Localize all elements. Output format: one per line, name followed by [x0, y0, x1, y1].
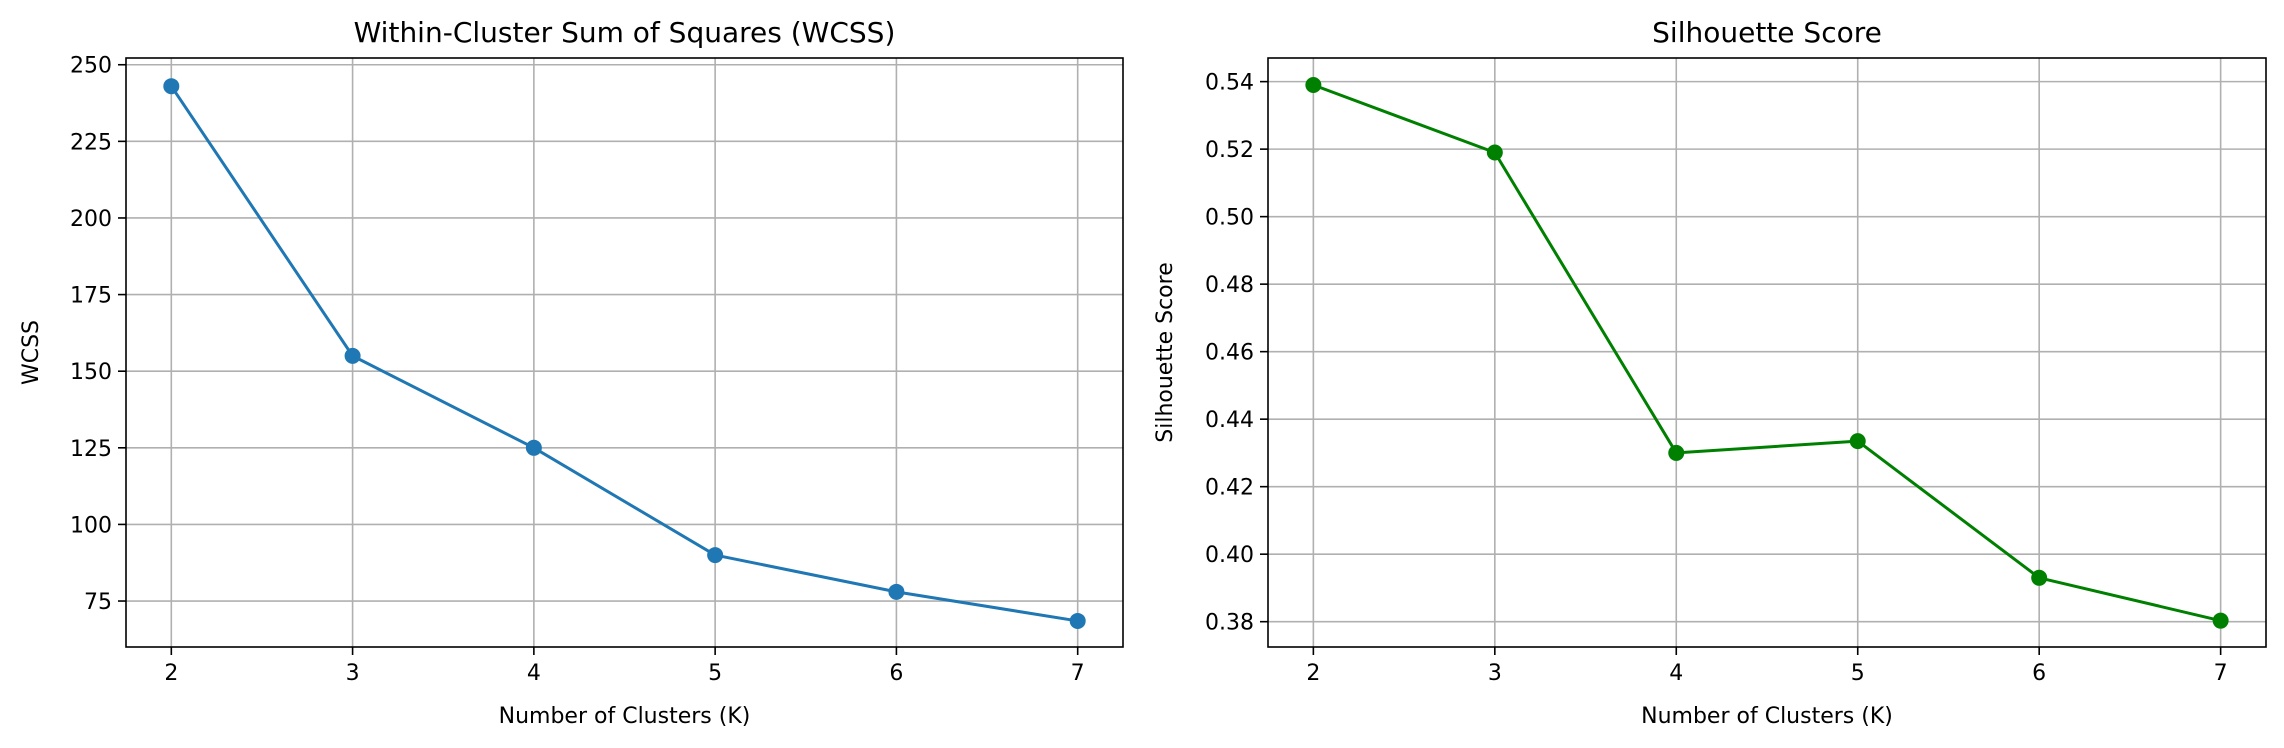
y-tick-label: 0.50	[1205, 206, 1254, 231]
y-tick-label: 0.54	[1205, 71, 1254, 96]
grid	[126, 58, 1123, 647]
y-tick-label: 150	[70, 360, 112, 385]
x-tick-label: 5	[1851, 661, 1865, 686]
x-axis-label: Number of Clusters (K)	[1641, 704, 1893, 729]
data-point	[163, 78, 180, 95]
y-tick-label: 0.48	[1205, 273, 1254, 298]
chart-title: Within-Cluster Sum of Squares (WCSS)	[354, 16, 896, 49]
x-tick-label: 7	[1071, 661, 1085, 686]
y-axis-label: WCSS	[19, 320, 44, 385]
x-tick-label: 4	[527, 661, 541, 686]
x-tick-label: 3	[1488, 661, 1502, 686]
data-point	[1668, 444, 1685, 461]
y-tick-label: 250	[70, 54, 112, 79]
plot-frame	[125, 57, 1124, 648]
wcss-chart: Within-Cluster Sum of Squares (WCSS) Num…	[19, 16, 1124, 729]
series-line	[1312, 83, 2221, 623]
grid	[1268, 58, 2266, 647]
data-point	[1305, 77, 1322, 94]
data-point	[1849, 433, 1866, 450]
x-tick-label: 2	[1306, 661, 1320, 686]
y-tick-label: 75	[84, 590, 112, 615]
y-axis-label: Silhouette Score	[1153, 262, 1178, 442]
x-tick-label: 4	[1669, 661, 1683, 686]
y-tick-label: 100	[70, 513, 112, 538]
data-point	[344, 347, 361, 364]
x-tick-label: 5	[708, 661, 722, 686]
data-point	[2031, 569, 2048, 586]
y-tick-label: 175	[70, 284, 112, 309]
y-tick-label: 200	[70, 207, 112, 232]
y-tick-label: 0.38	[1205, 611, 1254, 636]
y-tick-label: 0.42	[1205, 476, 1254, 501]
y-tick-label: 125	[70, 437, 112, 462]
data-point	[525, 439, 542, 456]
x-tick-label: 2	[164, 661, 178, 686]
series-line	[170, 85, 1078, 623]
x-axis-label: Number of Clusters (K)	[499, 704, 751, 729]
data-point	[2212, 612, 2229, 629]
data-point	[707, 547, 724, 564]
y-tick-label: 0.40	[1205, 543, 1254, 568]
data-point	[1069, 612, 1086, 629]
x-tick-label: 7	[2214, 661, 2228, 686]
chart-title: Silhouette Score	[1652, 16, 1882, 49]
data-point	[888, 583, 905, 600]
x-tick-label: 6	[889, 661, 903, 686]
plot-frame	[1267, 57, 2267, 648]
y-tick-label: 0.46	[1205, 341, 1254, 366]
y-tick-label: 0.52	[1205, 138, 1254, 163]
x-tick-label: 3	[346, 661, 360, 686]
x-tick-label: 6	[2032, 661, 2046, 686]
data-point	[1486, 144, 1503, 161]
y-tick-label: 225	[70, 130, 112, 155]
silhouette-chart: Silhouette Score Number of Clusters (K) …	[1153, 16, 2267, 729]
y-tick-label: 0.44	[1205, 408, 1254, 433]
